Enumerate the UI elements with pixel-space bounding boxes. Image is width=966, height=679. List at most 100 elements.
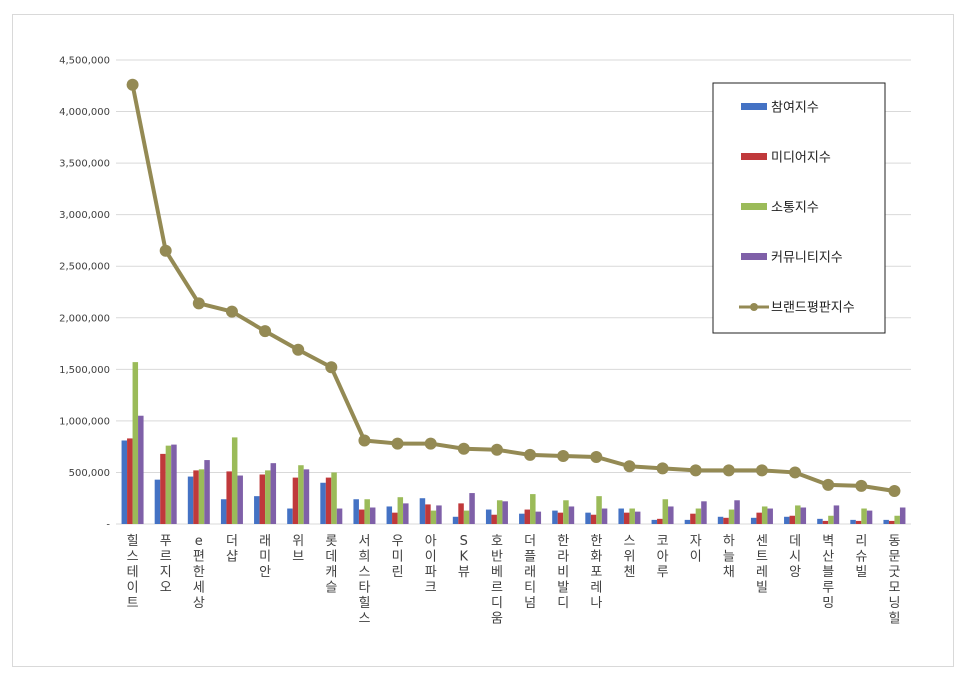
bar-참여지수 (187, 476, 194, 524)
legend-swatch (741, 153, 767, 160)
bar-커뮤니티지수 (270, 463, 277, 524)
bar-커뮤니티지수 (535, 511, 542, 524)
bar-소통지수 (298, 465, 304, 524)
bar-미디어지수 (723, 517, 729, 524)
bar-미디어지수 (756, 512, 762, 524)
bar-미디어지수 (292, 477, 299, 524)
y-tick-label: - (106, 520, 110, 531)
bar-참여지수 (684, 519, 691, 524)
line-point (490, 443, 503, 456)
bar-커뮤니티지수 (204, 460, 210, 524)
bar-참여지수 (419, 498, 426, 524)
bar-미디어지수 (127, 438, 133, 524)
bar-소통지수 (132, 362, 139, 524)
y-tick-label: 2,500,000 (59, 262, 110, 273)
bar-참여지수 (519, 513, 525, 524)
bar-커뮤니티지수 (171, 444, 177, 524)
bar-참여지수 (817, 518, 823, 524)
bar-소통지수 (463, 510, 470, 524)
bar-커뮤니티지수 (336, 508, 343, 524)
line-point (590, 450, 603, 463)
bar-참여지수 (485, 509, 492, 524)
bar-미디어지수 (623, 512, 630, 524)
bar-참여지수 (585, 512, 591, 524)
bar-소통지수 (331, 472, 337, 524)
line-point (689, 464, 702, 477)
bar-미디어지수 (822, 520, 829, 524)
bar-참여지수 (651, 519, 658, 524)
line-point (225, 305, 238, 318)
line-point (656, 462, 669, 475)
bar-소통지수 (629, 508, 635, 524)
bar-소통지수 (530, 494, 536, 524)
bar-미디어지수 (325, 477, 332, 524)
bar-소통지수 (828, 515, 834, 524)
y-axis-ticks: - 500,000 1,000,000 1,500,000 2,000,000 2,500… (59, 56, 110, 531)
y-tick-label: 2,000,000 (59, 313, 110, 324)
bar-소통지수 (265, 470, 271, 524)
bar-미디어지수 (458, 503, 464, 524)
line-point (358, 434, 371, 447)
bar-커뮤니티지수 (899, 507, 906, 524)
bar-참여지수 (552, 510, 558, 524)
bar-소통지수 (496, 500, 503, 524)
y-tick-label: 500,000 (69, 468, 110, 479)
line-point (126, 78, 139, 91)
bar-소통지수 (662, 499, 669, 524)
line-point (557, 449, 570, 462)
bar-커뮤니티지수 (436, 505, 442, 524)
chart-frame: - 500,000 1,000,000 1,500,000 2,000,000 2,500… (12, 14, 954, 667)
bar-소통지수 (430, 510, 437, 524)
line-point (789, 466, 802, 479)
bar-참여지수 (287, 508, 293, 524)
line-point (623, 460, 636, 473)
bar-참여지수 (717, 516, 724, 524)
bar-미디어지수 (657, 518, 663, 524)
bar-참여지수 (784, 516, 790, 524)
bar-참여지수 (452, 516, 459, 524)
bar-소통지수 (728, 509, 735, 524)
y-tick-label: 1,000,000 (59, 416, 110, 427)
legend-swatch-marker (750, 303, 758, 311)
line-series (126, 78, 901, 497)
legend-label: 커뮤니티지수 (771, 251, 843, 266)
bar-미디어지수 (358, 509, 365, 524)
bar-참여지수 (220, 499, 227, 524)
bar-커뮤니티지수 (767, 508, 773, 524)
line-point (292, 343, 305, 356)
line-point (888, 485, 901, 497)
bar-커뮤니티지수 (701, 501, 707, 524)
line-point (391, 437, 404, 450)
legend-label: 소통지수 (771, 201, 819, 216)
y-tick-label: 3,000,000 (59, 210, 110, 221)
bar-커뮤니티지수 (369, 507, 376, 524)
bar-참여지수 (121, 440, 128, 524)
bar-커뮤니티지수 (237, 475, 243, 524)
line-point (457, 442, 470, 455)
line-point (159, 244, 172, 257)
bar-소통지수 (198, 469, 205, 524)
gridlines (116, 59, 911, 525)
bar-커뮤니티지수 (403, 503, 409, 524)
y-tick-label: 3,500,000 (59, 159, 110, 170)
bar-커뮤니티지수 (800, 507, 807, 524)
bar-소통지수 (364, 499, 370, 524)
line-point (524, 448, 537, 461)
bar-소통지수 (861, 508, 867, 524)
bar-미디어지수 (789, 515, 796, 524)
bar-참여지수 (750, 517, 757, 524)
